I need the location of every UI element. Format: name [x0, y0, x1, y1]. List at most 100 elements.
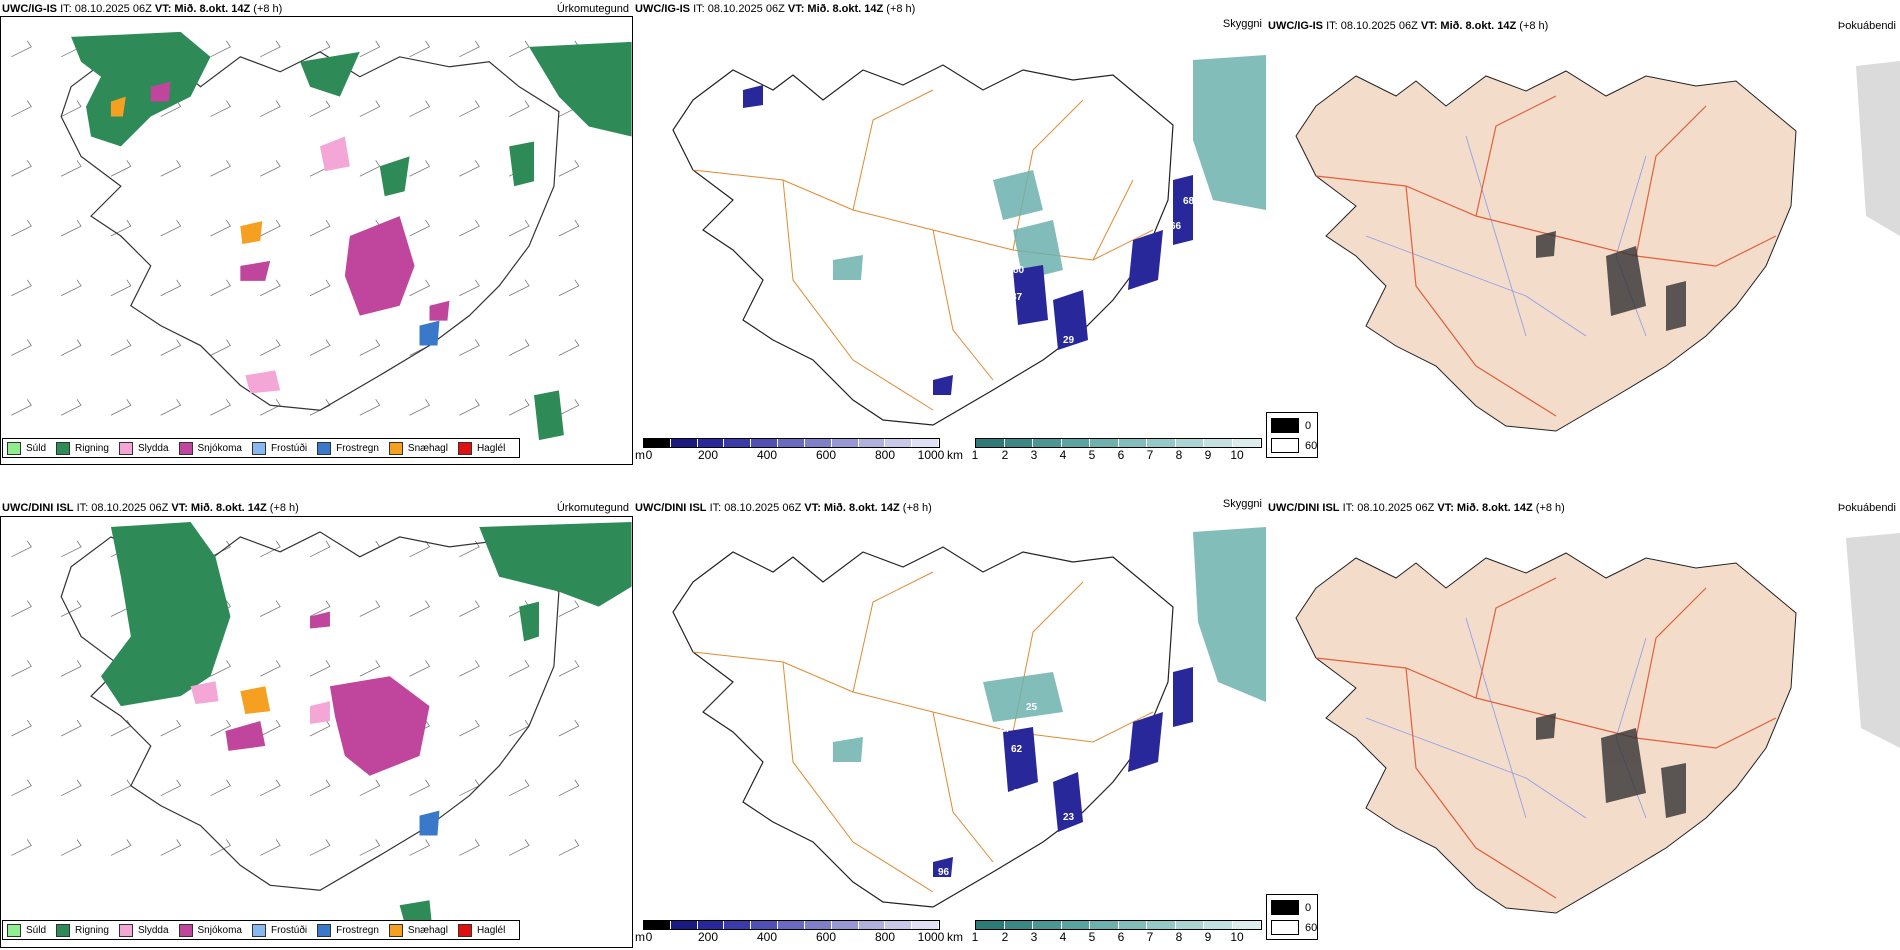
ceiling-tick: 1000 [917, 448, 945, 462]
visibility-tick: 8 [1175, 448, 1183, 462]
iceland-outline [60, 531, 560, 891]
snow-areas [225, 611, 430, 776]
visibility-tick: 10 [1230, 930, 1244, 944]
legend-swatch [317, 441, 332, 455]
ceiling-tick: 600 [815, 448, 837, 462]
legend-item: Súld [7, 441, 46, 455]
iceland-outline [60, 51, 560, 411]
precip-panel-top: UWC/IG-IS IT: 08.10.2025 06Z VT: Mið. 8.… [0, 0, 633, 465]
visibility-colorbar: km 1 2 3 4 5 6 7 8 9 10 [945, 920, 1263, 946]
legend-swatch [118, 923, 133, 937]
lead-time: (+8 h) [1519, 20, 1549, 32]
lead-time: (+8 h) [253, 3, 283, 15]
visibility-tick: 4 [1059, 930, 1067, 944]
precip-map [0, 16, 633, 465]
panel-name: Þokuábendi [1837, 20, 1896, 32]
iceland-outline [672, 64, 1174, 426]
valid-time-label: VT: [1420, 20, 1438, 32]
ceiling-tick: 0 [645, 930, 653, 944]
ceiling-label: 23 [1063, 812, 1075, 823]
visibility-tick: 6 [1117, 448, 1125, 462]
valid-time: Mið. 8.okt. 14Z [190, 502, 267, 514]
panel-header: UWC/DINI ISL IT: 08.10.2025 06Z VT: Mið.… [2, 502, 299, 514]
legend-swatch [457, 923, 472, 937]
visibility-colorbar: km 1 2 3 4 5 6 7 8 9 10 [945, 438, 1263, 464]
visibility-tick: 2 [1001, 930, 1009, 944]
ceiling-colorbar: m 0 200 400 600 800 1000 [633, 438, 945, 464]
legend-item: Frostúði [251, 923, 307, 937]
legend-item: Haglél [457, 923, 505, 937]
panel-header: UWC/DINI ISL IT: 08.10.2025 06Z VT: Mið.… [1268, 502, 1565, 514]
visibility-tick: 5 [1088, 930, 1096, 944]
fog-legend-label: 0 [1305, 419, 1312, 432]
fog-panel-top: UWC/IG-IS IT: 08.10.2025 06Z VT: Mið. 8.… [1266, 0, 1900, 465]
valid-time: Mið. 8.okt. 14Z [1456, 502, 1533, 514]
panel-name: Skyggni [1222, 498, 1262, 510]
ceiling-label: 24 [998, 724, 1010, 735]
ceiling-unit: m [635, 930, 645, 944]
visibility-tick: 6 [1117, 930, 1125, 944]
ceiling-label: 37 [795, 90, 807, 101]
lead-time: (+8 h) [902, 502, 932, 514]
model-name: UWC/IG-IS [635, 3, 690, 15]
precip-panel-bottom: UWC/DINI ISL IT: 08.10.2025 06Z VT: Mið.… [0, 482, 633, 950]
precip-map [0, 516, 633, 948]
fog-legend-label: 0 [1305, 901, 1312, 914]
fog-panel-bottom: UWC/DINI ISL IT: 08.10.2025 06Z VT: Mið.… [1266, 482, 1900, 950]
lead-time: (+8 h) [269, 502, 299, 514]
legend-item: Súld [7, 923, 46, 937]
ceiling-label: 49 [1141, 770, 1153, 781]
ceiling-label: 25 [1026, 702, 1038, 713]
init-time: IT: 08.10.2025 06Z [709, 502, 802, 514]
legend-item: Frostregn [317, 923, 379, 937]
fog-swatch [1271, 438, 1299, 453]
wind-barbs [11, 540, 580, 856]
ceiling-label: 96 [938, 867, 950, 878]
visibility-map [672, 527, 1266, 908]
legend-item: Snæhagl [388, 441, 448, 455]
ceiling-tick: 200 [697, 930, 719, 944]
ceiling-label: 95 [1013, 788, 1025, 799]
model-name: UWC/IG-IS [1268, 20, 1323, 32]
valid-time-label: VT: [787, 3, 805, 15]
ceiling-tick: 600 [815, 930, 837, 944]
lead-time: (+8 h) [886, 3, 916, 15]
visibility-panel-top: UWC/IG-IS IT: 08.10.2025 06Z VT: Mið. 8.… [633, 0, 1266, 465]
fog-offshore [1856, 61, 1900, 236]
ceiling-label: 56 [945, 719, 957, 730]
panel-name: Þokuábendi [1837, 502, 1896, 514]
legend-swatch [7, 441, 21, 455]
precip-legend: Súld Rigning Slydda Snjókoma Frostúði Fr… [2, 438, 521, 458]
legend-swatch [56, 441, 71, 455]
ceiling-tick: 400 [756, 930, 778, 944]
legend-swatch [118, 441, 133, 455]
valid-time-label: VT: [1437, 502, 1454, 514]
ceiling-tick: 800 [874, 930, 896, 944]
ceiling-label: 68 [1183, 196, 1195, 207]
valid-time: Mið. 8.okt. 14Z [1440, 20, 1517, 32]
fog-legend: 0 60 [1266, 894, 1318, 940]
visibility-tick: 2 [1001, 448, 1009, 462]
visibility-tick: 1 [971, 930, 979, 944]
visibility-tick: 9 [1204, 930, 1212, 944]
roads [692, 89, 1154, 411]
visibility-panel-bottom: UWC/DINI ISL IT: 08.10.2025 06Z VT: Mið.… [633, 482, 1266, 950]
sleet-areas [190, 681, 330, 725]
fog-offshore [1846, 533, 1900, 748]
model-name: UWC/DINI ISL [2, 502, 74, 514]
roads [692, 571, 1154, 893]
visibility-tick: 10 [1230, 448, 1244, 462]
visibility-tick: 5 [1088, 448, 1096, 462]
fog-swatch [1271, 418, 1299, 433]
legend-item: Rigning [56, 441, 109, 455]
ceiling-tick: 800 [874, 448, 896, 462]
legend-item: Frostúði [251, 441, 307, 455]
ceiling-unit: m [635, 448, 645, 462]
graupel-areas [240, 686, 271, 715]
fog-areas [1536, 713, 1686, 818]
legend-item: Haglél [457, 441, 505, 455]
sleet-areas [245, 136, 350, 394]
panel-name: Skyggni [1222, 18, 1262, 30]
panel-header: UWC/IG-IS IT: 08.10.2025 06Z VT: Mið. 8.… [635, 3, 915, 15]
rain-areas [101, 521, 632, 924]
